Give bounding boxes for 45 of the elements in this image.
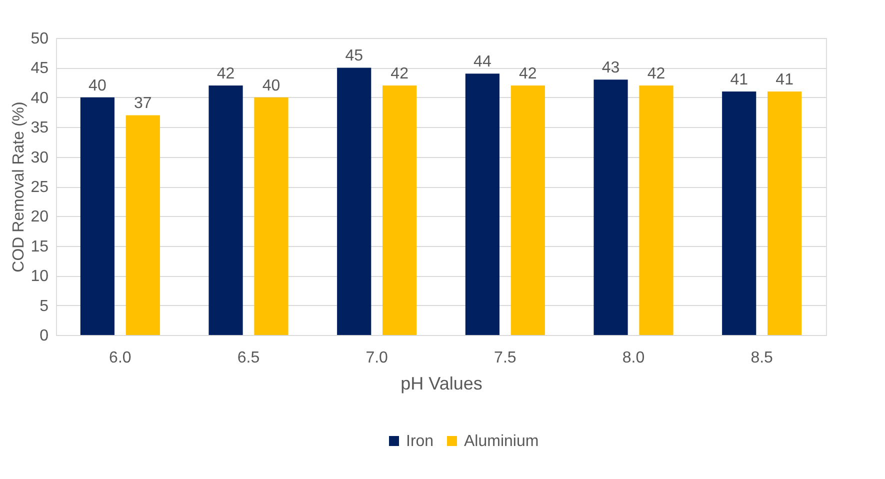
bar [80,97,114,335]
data-label: 40 [88,77,106,94]
y-tick-label: 40 [30,90,49,107]
bar [768,91,802,335]
x-tick-label: 8.5 [750,350,774,366]
x-tick-label: 6.5 [237,350,260,366]
bar [594,80,628,335]
x-tick-label: 7.5 [494,350,516,366]
bar [465,74,500,335]
data-label: 45 [345,48,364,65]
x-tick-label: 7.0 [366,350,388,366]
y-tick-label: 0 [40,328,49,344]
y-tick-label: 30 [30,149,49,166]
data-label: 37 [134,95,152,112]
data-label: 40 [262,77,280,94]
data-label: 44 [474,54,492,71]
bar [337,68,372,335]
y-tick-label: 35 [30,120,49,137]
data-label: 42 [216,66,235,83]
bar [639,86,674,335]
bar [254,97,288,335]
data-label: 42 [390,66,409,83]
data-label: 41 [776,71,794,88]
y-tick-label: 45 [30,60,49,78]
x-tick-label: 6.0 [109,350,132,366]
y-tick-label: 20 [30,208,49,226]
bar [126,115,160,335]
y-tick-label: 15 [30,238,49,256]
data-label: 43 [602,60,620,77]
x-tick-label: 8.0 [622,350,645,366]
y-axis-title: COD Removal Rate (%) [10,102,28,272]
data-label: 42 [647,66,666,83]
legend-label: Aluminium [464,433,539,450]
x-axis-title: pH Values [400,374,482,394]
y-tick-label: 10 [30,268,49,286]
bar [382,86,417,335]
data-label: 41 [730,71,748,88]
bar [722,91,756,335]
y-tick-label: 5 [40,298,49,315]
y-tick-label: 50 [30,30,49,48]
data-label: 42 [519,66,537,83]
bar [208,86,243,335]
y-tick-label: 25 [30,179,49,196]
legend-label: Iron [406,433,434,450]
bar [510,86,545,335]
